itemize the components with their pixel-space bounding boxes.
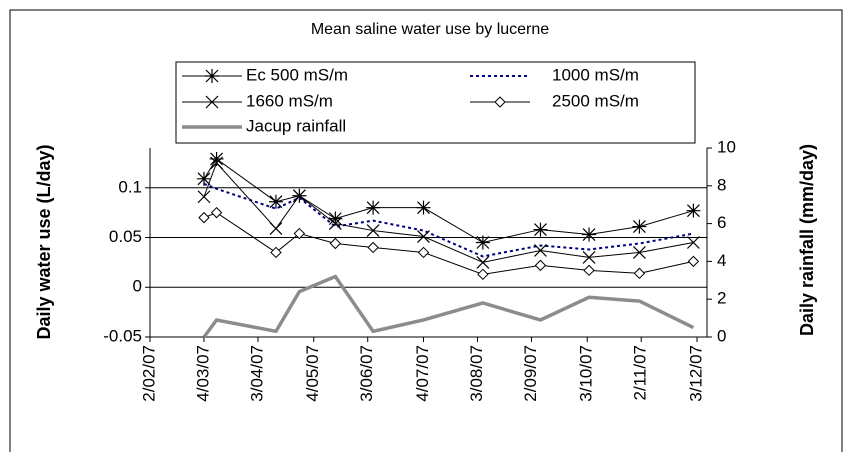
chart-title: Mean saline water use by lucerne	[311, 21, 549, 38]
y2-tick-label: 0	[717, 326, 726, 345]
series-line	[202, 274, 695, 339]
legend-label: 2500 mS/m	[552, 91, 639, 110]
x-tick-label: 4/03/07	[193, 345, 212, 402]
marker	[416, 200, 431, 215]
x-tick-label: 3/10/07	[577, 345, 596, 402]
marker	[417, 230, 430, 243]
y-axis-label: Daily water use (L/day)	[34, 144, 54, 339]
x-tick-label: 3/12/07	[686, 345, 705, 402]
marker	[205, 95, 219, 109]
y2-tick-label: 10	[717, 137, 736, 156]
x-tick-label: 3/08/07	[467, 345, 486, 402]
marker	[196, 171, 211, 186]
marker	[209, 151, 224, 166]
marker	[534, 244, 547, 257]
marker	[632, 246, 646, 259]
y2-tick-label: 4	[717, 251, 726, 270]
marker	[632, 219, 647, 234]
y2-tick-label: 2	[717, 289, 726, 308]
legend-label: 1000 mS/m	[552, 65, 639, 84]
x-tick-label: 2/09/07	[521, 345, 540, 402]
legend-label: 1660 mS/m	[246, 91, 333, 110]
marker	[367, 241, 379, 254]
marker	[686, 236, 700, 249]
marker	[292, 189, 306, 203]
marker	[210, 156, 224, 170]
marker	[205, 69, 219, 83]
marker	[366, 224, 380, 237]
marker	[197, 190, 211, 204]
marker	[633, 267, 646, 280]
marker	[269, 222, 283, 235]
marker	[476, 255, 490, 269]
legend	[175, 61, 696, 144]
marker	[534, 259, 547, 272]
x-tick-label: 3/06/07	[357, 345, 376, 402]
y-tick-label: -0.05	[103, 326, 142, 345]
marker	[686, 203, 701, 218]
legend-label: Ec 500 mS/m	[246, 65, 348, 84]
y-tick-label: 0.1	[118, 177, 142, 196]
marker	[328, 211, 343, 226]
marker	[687, 255, 700, 268]
marker	[582, 227, 597, 242]
legend-label: Jacup rainfall	[246, 116, 346, 135]
x-tick-label: 4/07/07	[413, 345, 432, 402]
y-tick-label: 0	[133, 277, 142, 296]
series-line	[203, 212, 694, 275]
marker	[270, 246, 282, 259]
x-tick-label: 2/02/07	[139, 345, 158, 402]
y2-tick-label: 8	[717, 175, 726, 194]
marker	[293, 227, 306, 240]
x-tick-label: 2/11/07	[631, 345, 650, 400]
marker	[494, 96, 506, 108]
marker	[417, 246, 430, 259]
marker	[583, 264, 595, 277]
x-tick-label: 4/05/07	[303, 345, 322, 402]
x-tick-label: 3/04/07	[247, 345, 266, 402]
marker	[582, 250, 596, 264]
marker	[210, 206, 223, 219]
marker	[475, 235, 490, 250]
marker	[268, 194, 283, 209]
marker	[533, 222, 548, 237]
series-line	[203, 158, 694, 244]
y2-tick-label: 6	[717, 213, 726, 232]
marker	[198, 211, 210, 224]
series-line	[203, 182, 694, 258]
series-line	[203, 161, 694, 263]
marker	[328, 217, 342, 231]
y-tick-label: 0.05	[109, 227, 142, 246]
y2-axis-label: Daily rainfall (mm/day)	[797, 144, 817, 336]
marker	[329, 237, 342, 250]
marker	[366, 200, 381, 215]
marker	[477, 268, 489, 281]
